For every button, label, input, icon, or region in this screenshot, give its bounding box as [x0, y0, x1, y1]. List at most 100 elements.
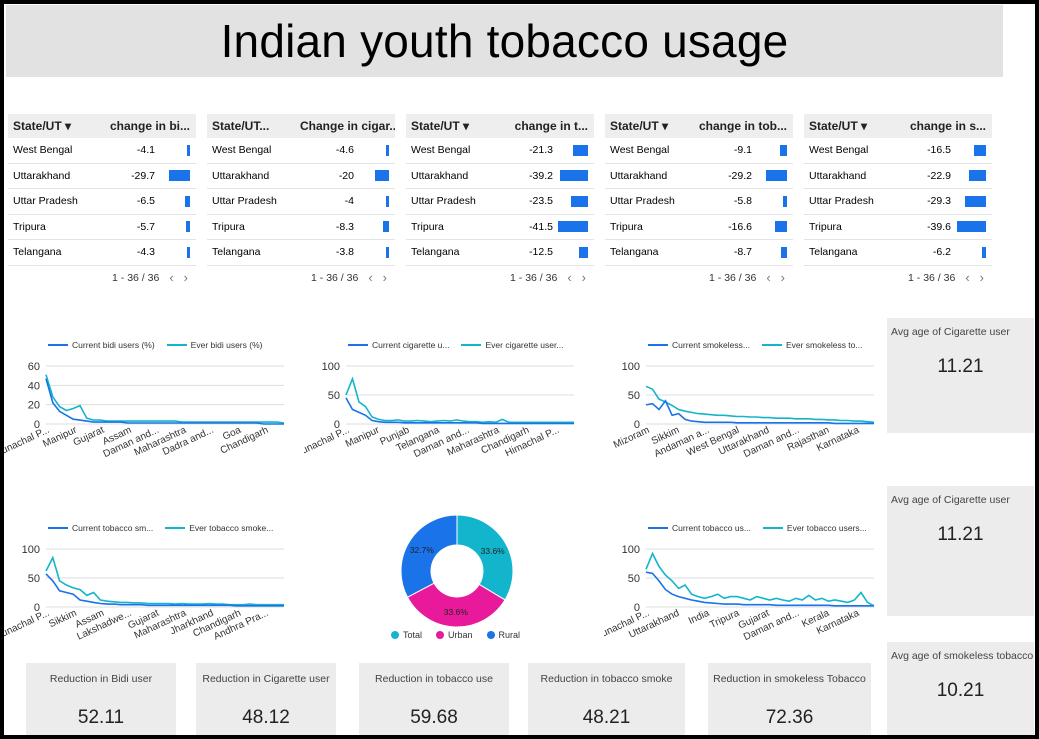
table-row[interactable]: West Bengal -4.6 [207, 138, 395, 164]
y-tick-label: 50 [328, 390, 340, 402]
table-smokeless-change[interactable]: State/UT ▾ change in s... West Bengal -16.5… [804, 114, 992, 290]
pager-range: 1 - 36 / 36 [709, 271, 757, 284]
table-row[interactable]: Uttar Pradesh -29.3 [804, 189, 992, 215]
column-header-change[interactable]: change in t... [514, 119, 588, 133]
series-line[interactable] [645, 385, 875, 424]
table-row[interactable]: Uttarakhand -39.2 [406, 164, 594, 189]
cell-bar [982, 246, 986, 258]
table-row[interactable]: Uttar Pradesh -4 [207, 189, 395, 215]
table-row[interactable]: West Bengal -4.1 [8, 138, 196, 164]
chevron-left-icon[interactable]: ‹ [368, 270, 373, 285]
scorecard-bidi: Reduction in Bidi user 52.11 [26, 663, 176, 735]
chart-smokeless[interactable]: Current smokeless... Ever smokeless to...… [604, 334, 879, 474]
chevron-left-icon[interactable]: ‹ [169, 270, 174, 285]
chart-legend: Current cigarette u... Ever cigarette use… [348, 340, 563, 350]
column-header-state[interactable]: State/UT ▾ [605, 119, 698, 133]
table-row[interactable]: Uttarakhand -22.9 [804, 164, 992, 189]
chevron-right-icon[interactable]: › [183, 270, 188, 285]
cell-bar [383, 221, 389, 233]
cell-state: Telangana [411, 246, 460, 259]
chevron-right-icon[interactable]: › [780, 270, 785, 285]
cell-value: -20 [338, 169, 354, 182]
chevron-left-icon[interactable]: ‹ [766, 270, 771, 285]
pager-range: 1 - 36 / 36 [311, 271, 359, 284]
legend-swatch [166, 344, 187, 346]
table-row[interactable]: Tripura -16.6 [605, 215, 793, 240]
table-tobacco-use-change[interactable]: State/UT ▾ change in tob... West Bengal -9.… [605, 114, 793, 290]
chart-bidi[interactable]: Current bidi users (%) Ever bidi users (%… [4, 334, 289, 474]
pie-legend-urban-swatch [436, 631, 445, 639]
sidecard-value: 10.21 [936, 680, 985, 701]
series-line[interactable] [345, 376, 574, 424]
pie-slice-label: 33.6% [481, 546, 506, 556]
column-header-state-label: State/UT [809, 119, 858, 133]
column-header-change[interactable]: change in tob... [698, 119, 787, 133]
series-line[interactable] [45, 378, 284, 425]
column-header-change[interactable]: Change in cigar... [300, 119, 395, 133]
table-row[interactable]: Uttarakhand -29.7 [8, 164, 196, 189]
table-row[interactable]: Telangana -4.3 [8, 240, 196, 266]
series-line[interactable] [45, 555, 284, 606]
column-header-change[interactable]: change in bi... [109, 119, 190, 133]
pie-slice-rural[interactable] [400, 514, 458, 598]
table-row[interactable]: Uttar Pradesh -23.5 [406, 189, 594, 215]
chevron-right-icon[interactable]: › [979, 270, 984, 285]
table-row[interactable]: Tripura -41.5 [406, 215, 594, 240]
table-cigarette-change[interactable]: State/UT... Change in cigar... West Bengal… [207, 114, 395, 290]
series-line[interactable] [45, 573, 284, 607]
pie-legend-urban: Urban [436, 630, 473, 640]
table-row[interactable]: Tripura -5.7 [8, 215, 196, 240]
table-header: State/UT... Change in cigar... [207, 114, 395, 138]
pie-slice-label: 32.7% [410, 545, 435, 555]
pie-slice-urban[interactable] [406, 582, 506, 628]
chart-cigarette[interactable]: Current cigarette u... Ever cigarette use… [304, 334, 579, 474]
pie-slice-total[interactable] [456, 514, 514, 601]
cell-state: Tripura [411, 220, 444, 233]
table-row[interactable]: Uttar Pradesh -6.5 [8, 189, 196, 215]
chart-pie-area[interactable]: 33.6% 33.6% 32.7% [399, 513, 515, 629]
series-line[interactable] [645, 571, 874, 607]
chevron-left-icon[interactable]: ‹ [567, 270, 572, 285]
chart-tobacco-use[interactable]: Current tobacco us... Ever tobacco users.… [604, 517, 879, 657]
table-row[interactable]: West Bengal -21.3 [406, 138, 594, 164]
table-row[interactable]: Telangana -3.8 [207, 240, 395, 266]
column-header-state[interactable]: State/UT ▾ [804, 119, 897, 133]
cell-value: -21.3 [529, 144, 553, 157]
series-line[interactable] [45, 374, 285, 424]
scorecard-label: Reduction in Bidi user [49, 673, 153, 685]
cell-bar [186, 221, 190, 233]
table-bidi-change[interactable]: State/UT ▾ change in bi... West Bengal -4.1… [8, 114, 196, 290]
sidecard-value: 11.21 [937, 356, 984, 377]
table-row[interactable]: West Bengal -9.1 [605, 138, 793, 164]
series-line[interactable] [645, 551, 875, 607]
table-row[interactable]: Tripura -39.6 [804, 215, 992, 240]
column-header-state[interactable]: State/UT ▾ [8, 119, 101, 133]
chevron-left-icon[interactable]: ‹ [965, 270, 970, 285]
column-header-state[interactable]: State/UT ▾ [406, 119, 499, 133]
series-line[interactable] [345, 397, 574, 425]
chevron-right-icon[interactable]: › [382, 270, 387, 285]
table-row[interactable]: Uttarakhand -20 [207, 164, 395, 189]
legend-swatch [648, 344, 668, 346]
column-header-change[interactable]: change in s... [909, 119, 986, 133]
cell-state: Tripura [610, 220, 643, 233]
chevron-right-icon[interactable]: › [581, 270, 586, 285]
table-row[interactable]: Tripura -8.3 [207, 215, 395, 240]
table-row[interactable]: Uttar Pradesh -5.8 [605, 189, 793, 215]
table-row[interactable]: Uttarakhand -29.2 [605, 164, 793, 189]
table-row[interactable]: Telangana -12.5 [406, 240, 594, 266]
pie-legend-rural: Rural [486, 630, 520, 640]
sidecard-value: 11.21 [937, 524, 984, 545]
scorecard-value: 52.11 [77, 707, 125, 728]
sidecard-avg-age-cigarette-1: Avg age of Cigarette user 11.21 [887, 318, 1034, 433]
table-row[interactable]: West Bengal -16.5 [804, 138, 992, 164]
cell-state: Tripura [809, 220, 842, 233]
table-row[interactable]: Telangana -6.2 [804, 240, 992, 266]
table-tobacco-smoke-change[interactable]: State/UT ▾ change in t... West Bengal -21.3… [406, 114, 594, 290]
column-header-state[interactable]: State/UT... [207, 119, 300, 133]
chart-tobacco-smoke[interactable]: Current tobacco sm... Ever tobacco smoke.… [4, 517, 289, 657]
table-pager: 1 - 36 / 36 ‹ › [804, 266, 992, 290]
table-row[interactable]: Telangana -8.7 [605, 240, 793, 266]
series-line[interactable] [645, 399, 874, 425]
